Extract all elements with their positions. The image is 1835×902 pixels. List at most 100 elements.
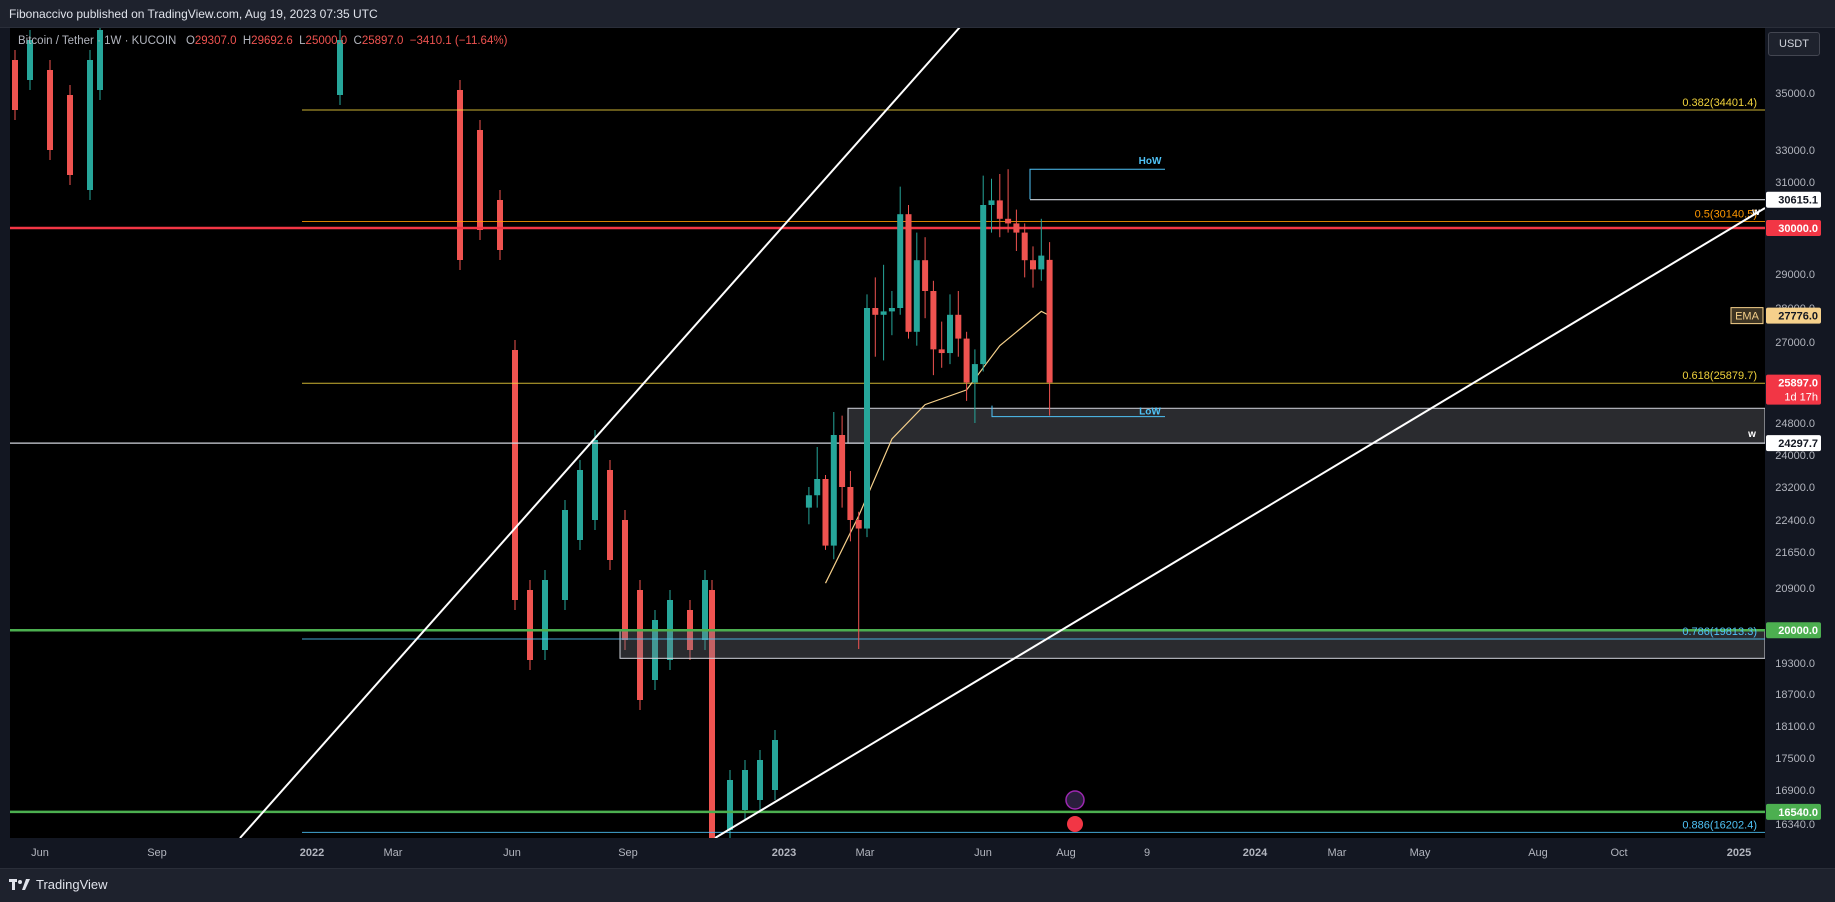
tradingview-logo[interactable]: TradingView <box>9 877 108 892</box>
candle-body[interactable] <box>805 495 812 508</box>
time-tick: May <box>1410 847 1431 859</box>
candle-body[interactable] <box>947 314 953 354</box>
history-candle <box>622 520 628 640</box>
history-candles <box>12 20 778 850</box>
annotation-text: w <box>1747 429 1756 440</box>
history-candle <box>637 590 643 700</box>
fib-label: 0.886(16202.4) <box>1682 819 1757 831</box>
candle-body[interactable] <box>1005 218 1012 224</box>
legend-open: 29307.0 <box>194 35 237 47</box>
footer-bar: TradingView <box>0 868 1835 902</box>
candle-body[interactable] <box>847 487 854 520</box>
time-tick: Sep <box>618 847 638 859</box>
history-candle <box>727 780 733 830</box>
price-badge-label: 16540.0 <box>1778 807 1818 819</box>
candle-body[interactable] <box>980 205 987 365</box>
price-tick: 16340.0 <box>1775 819 1815 831</box>
trendline-upper[interactable] <box>239 26 961 839</box>
history-candle <box>477 130 483 230</box>
us-flag-event-icon[interactable] <box>1067 816 1083 832</box>
tradingview-logo-icon <box>9 878 30 890</box>
price-tick: 23200.0 <box>1775 482 1815 494</box>
candle-body[interactable] <box>864 308 870 529</box>
candle-body[interactable] <box>938 349 945 354</box>
price-badge <box>1766 191 1821 208</box>
legend-change: −3410.1 (−11.64%) <box>409 35 508 47</box>
price-tick: 17500.0 <box>1775 753 1815 765</box>
time-tick: Mar <box>856 847 875 859</box>
candle-body[interactable] <box>971 364 978 383</box>
time-tick: Oct <box>1610 847 1627 859</box>
time-tick: Mar <box>384 847 403 859</box>
how-marker <box>1029 168 1165 200</box>
annotation-text: LoW <box>1139 407 1161 418</box>
candle-body[interactable] <box>897 214 904 308</box>
price-tick: 16900.0 <box>1775 785 1815 797</box>
support-zone <box>847 407 1766 444</box>
price-tick: 24000.0 <box>1775 450 1815 462</box>
time-tick: Jun <box>503 847 521 859</box>
candle-body[interactable] <box>822 479 829 546</box>
countdown-label: 1d 17h <box>1784 392 1818 404</box>
history-candle <box>512 350 518 600</box>
history-candle <box>337 40 343 95</box>
legend-close-label: C <box>353 35 362 47</box>
price-tick: 29000.0 <box>1775 269 1815 281</box>
candle-body[interactable] <box>922 260 929 291</box>
price-tick: 18100.0 <box>1775 721 1815 733</box>
history-candle <box>67 95 73 175</box>
fib-label: 0.382(34401.4) <box>1682 97 1757 109</box>
time-tick: 2025 <box>1727 847 1751 859</box>
published-note: Fibonacci​vo published on TradingView.co… <box>9 7 378 21</box>
fib-label: 0.786(19813.3) <box>1682 626 1757 638</box>
support-zone <box>619 629 1766 659</box>
candle-body[interactable] <box>988 200 995 205</box>
price-tick: 24800.0 <box>1775 418 1815 430</box>
time-tick: 9 <box>1144 847 1150 859</box>
time-tick: 2022 <box>300 847 324 859</box>
candle-body[interactable] <box>830 435 837 546</box>
candle-body[interactable] <box>1013 223 1020 233</box>
legend-interval: 1W <box>104 35 122 47</box>
history-candle <box>702 580 708 640</box>
history-candle <box>457 90 463 260</box>
history-candle <box>497 200 503 250</box>
currency-button[interactable]: USDT <box>1768 32 1820 56</box>
time-tick: Aug <box>1528 847 1548 859</box>
candle-body[interactable] <box>1021 232 1028 261</box>
candle-body[interactable] <box>888 308 895 312</box>
candle-body[interactable] <box>913 260 920 332</box>
candle-body[interactable] <box>1046 259 1053 383</box>
price-tick: 20900.0 <box>1775 583 1815 595</box>
legend-open-label: O <box>185 35 195 47</box>
history-candle <box>527 590 533 660</box>
candle-body[interactable] <box>814 479 821 496</box>
trendline-lower[interactable] <box>714 207 1766 839</box>
legend-close: 25897.0 <box>361 35 404 47</box>
price-tick: 27000.0 <box>1775 337 1815 349</box>
price-scale-bg <box>1765 27 1835 838</box>
legend-exchange: KUCOIN <box>131 35 177 47</box>
candle-body[interactable] <box>930 291 937 350</box>
annotations: HoW LoW w w <box>991 156 1760 440</box>
history-candle <box>47 70 53 150</box>
lightning-event-icon[interactable] <box>1065 790 1085 810</box>
history-candle <box>562 510 568 600</box>
candle-body[interactable] <box>963 338 970 383</box>
candle-body[interactable] <box>855 520 862 529</box>
price-badge-label: 24297.7 <box>1778 438 1818 450</box>
candles <box>805 169 1053 649</box>
candle-body[interactable] <box>880 311 887 315</box>
candle-body[interactable] <box>996 200 1003 219</box>
candle-body[interactable] <box>905 214 912 332</box>
history-candle <box>542 580 548 650</box>
price-tick: 22400.0 <box>1775 515 1815 527</box>
history-candle <box>577 470 583 540</box>
candle-body[interactable] <box>872 308 879 315</box>
candle-body[interactable] <box>839 435 846 487</box>
candle-body[interactable] <box>955 314 962 339</box>
candle-body[interactable] <box>1030 260 1036 270</box>
tradingview-brand: TradingView <box>36 877 108 892</box>
candle-body[interactable] <box>1038 255 1045 270</box>
